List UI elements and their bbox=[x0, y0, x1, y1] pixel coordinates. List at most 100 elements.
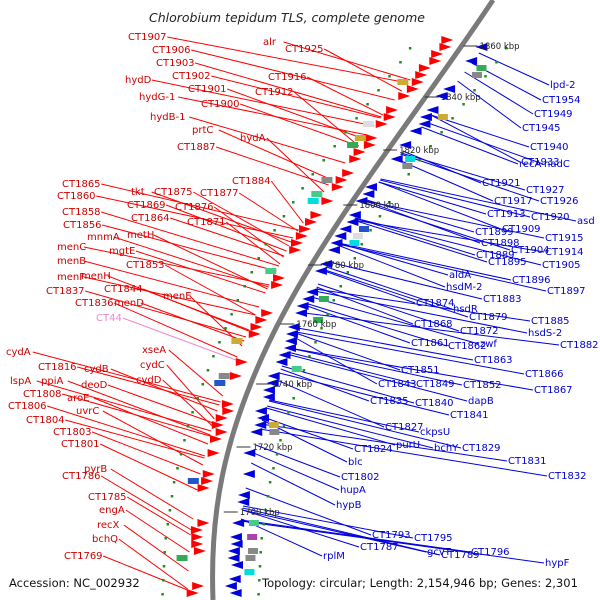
gene-label-right: CT1885 bbox=[531, 316, 570, 327]
gene-label-left: recX bbox=[97, 520, 120, 531]
gene-label-left: CT1907 bbox=[128, 32, 167, 43]
gene-label-right: CT1899 bbox=[475, 227, 514, 238]
label-connector bbox=[65, 419, 205, 459]
label-connector bbox=[83, 260, 260, 308]
gene-label-right: CT1927 bbox=[526, 185, 565, 196]
outer-ring-dot bbox=[259, 551, 262, 554]
forward-gene-arrow bbox=[193, 547, 206, 555]
outer-ring-dot bbox=[308, 355, 311, 358]
forward-gene-arrow bbox=[190, 526, 203, 534]
gene-label-left: cydB bbox=[84, 364, 109, 375]
forward-gene-arrow bbox=[211, 421, 224, 429]
label-connector bbox=[276, 379, 385, 428]
reverse-gene-arrow bbox=[435, 92, 448, 100]
gene-label-left: CT1816 bbox=[38, 362, 77, 373]
gene-label-right: CT1796 bbox=[471, 547, 510, 558]
forward-gene-arrow bbox=[192, 582, 205, 590]
outer-ring-dot bbox=[366, 103, 369, 106]
gene-label-left: CT1865 bbox=[62, 179, 101, 190]
kbp-label: 1840 kbp bbox=[441, 93, 481, 103]
label-connector bbox=[107, 384, 214, 424]
outer-ring-dot bbox=[260, 537, 263, 540]
forward-gene-arrow bbox=[415, 71, 428, 79]
label-connector bbox=[323, 48, 402, 92]
outer-ring-dot bbox=[264, 509, 268, 512]
forward-gene-arrow bbox=[439, 43, 452, 51]
outer-ring-dot bbox=[183, 439, 186, 442]
gene-label-right: CT1883 bbox=[483, 294, 522, 305]
reverse-gene-arrow bbox=[237, 498, 250, 506]
gene-label-left: alr bbox=[263, 37, 277, 48]
gene-label-right: CT1898 bbox=[481, 238, 520, 249]
kbp-label: 1780 kbp bbox=[324, 261, 364, 271]
reverse-gene-arrow bbox=[287, 323, 300, 331]
forward-gene-arrow bbox=[261, 309, 274, 317]
gene-label-right: CT1862 bbox=[448, 341, 487, 352]
label-connector bbox=[96, 195, 294, 239]
gene-label-left: mnmA bbox=[87, 232, 120, 243]
gene-label-left: CT1887 bbox=[177, 142, 216, 153]
reverse-gene-arrow bbox=[426, 106, 439, 114]
forward-gene-arrow bbox=[202, 470, 215, 478]
outer-ring-dot bbox=[292, 397, 295, 400]
outer-ring-dot bbox=[302, 369, 306, 372]
gene-label-left: engA bbox=[99, 505, 125, 516]
label-connector bbox=[251, 462, 336, 506]
outer-ring-dot bbox=[262, 523, 266, 526]
gene-label-right: hupA bbox=[340, 485, 366, 496]
gene-label-right: CT1868 bbox=[414, 319, 453, 330]
gene-label-right: CT1914 bbox=[545, 247, 584, 258]
label-connector bbox=[143, 288, 249, 332]
gene-label-right: CT1824 bbox=[354, 444, 393, 455]
gene-label-left: CT1769 bbox=[64, 551, 103, 562]
gene-label-right: CT1787 bbox=[360, 542, 399, 553]
gene-label-right: CT1852 bbox=[463, 380, 502, 391]
accession-text: Accession: NC_002932 bbox=[9, 576, 140, 590]
gene-annotation-block bbox=[268, 422, 279, 428]
gene-label-right: ckpsU bbox=[420, 427, 450, 438]
label-connector bbox=[211, 75, 381, 119]
label-connector bbox=[164, 264, 256, 316]
gene-label-right: CT1913 bbox=[487, 209, 526, 220]
label-connector bbox=[118, 538, 188, 590]
outer-ring-dot bbox=[484, 75, 487, 78]
label-connector bbox=[430, 114, 530, 148]
outer-ring-dot bbox=[273, 229, 276, 232]
outer-ring-dot bbox=[292, 201, 295, 204]
gene-label-right: recA bbox=[519, 159, 542, 170]
gene-label-left: hydD bbox=[125, 75, 152, 86]
label-connector bbox=[266, 407, 396, 446]
outer-ring-dot bbox=[344, 131, 347, 134]
kbp-ticks: 1860 kbp 1840 kbp 1820 kbp 1800 kbp 1780 kbp… bbox=[223, 42, 520, 518]
label-connector bbox=[380, 178, 577, 222]
gene-label-right: aldA bbox=[449, 270, 471, 281]
label-connector bbox=[166, 364, 215, 420]
gene-label-left: CT1785 bbox=[88, 492, 127, 503]
reverse-gene-arrow bbox=[227, 554, 240, 562]
label-connector bbox=[195, 62, 382, 118]
gene-label-left: hydB-1 bbox=[150, 112, 185, 123]
label-connector bbox=[259, 428, 548, 477]
forward-gene-arrow bbox=[398, 92, 411, 100]
outer-ring-dot bbox=[451, 117, 454, 120]
label-connector bbox=[170, 217, 285, 257]
reverse-gene-arrow bbox=[364, 183, 377, 191]
summary-text: Topology: circular; Length: 2,154,946 bp… bbox=[261, 576, 578, 590]
gene-annotation-block bbox=[244, 569, 255, 575]
label-connector bbox=[337, 244, 446, 288]
reverse-gene-arrow bbox=[285, 330, 298, 338]
label-connector bbox=[457, 80, 522, 129]
gene-label-left: CT1871 bbox=[187, 217, 226, 228]
outer-ring-dot bbox=[378, 215, 382, 218]
reverse-gene-arrow bbox=[348, 211, 361, 219]
label-connector bbox=[255, 444, 341, 478]
label-connector bbox=[243, 505, 414, 539]
gene-annotation-block bbox=[265, 268, 277, 274]
label-connector bbox=[328, 261, 483, 300]
label-connector bbox=[240, 519, 471, 553]
kbp-label: 1720 kbp bbox=[253, 443, 293, 453]
gene-annotation-block bbox=[313, 317, 324, 323]
outer-ring-dot bbox=[301, 187, 304, 190]
reverse-gene-arrow bbox=[278, 351, 291, 359]
